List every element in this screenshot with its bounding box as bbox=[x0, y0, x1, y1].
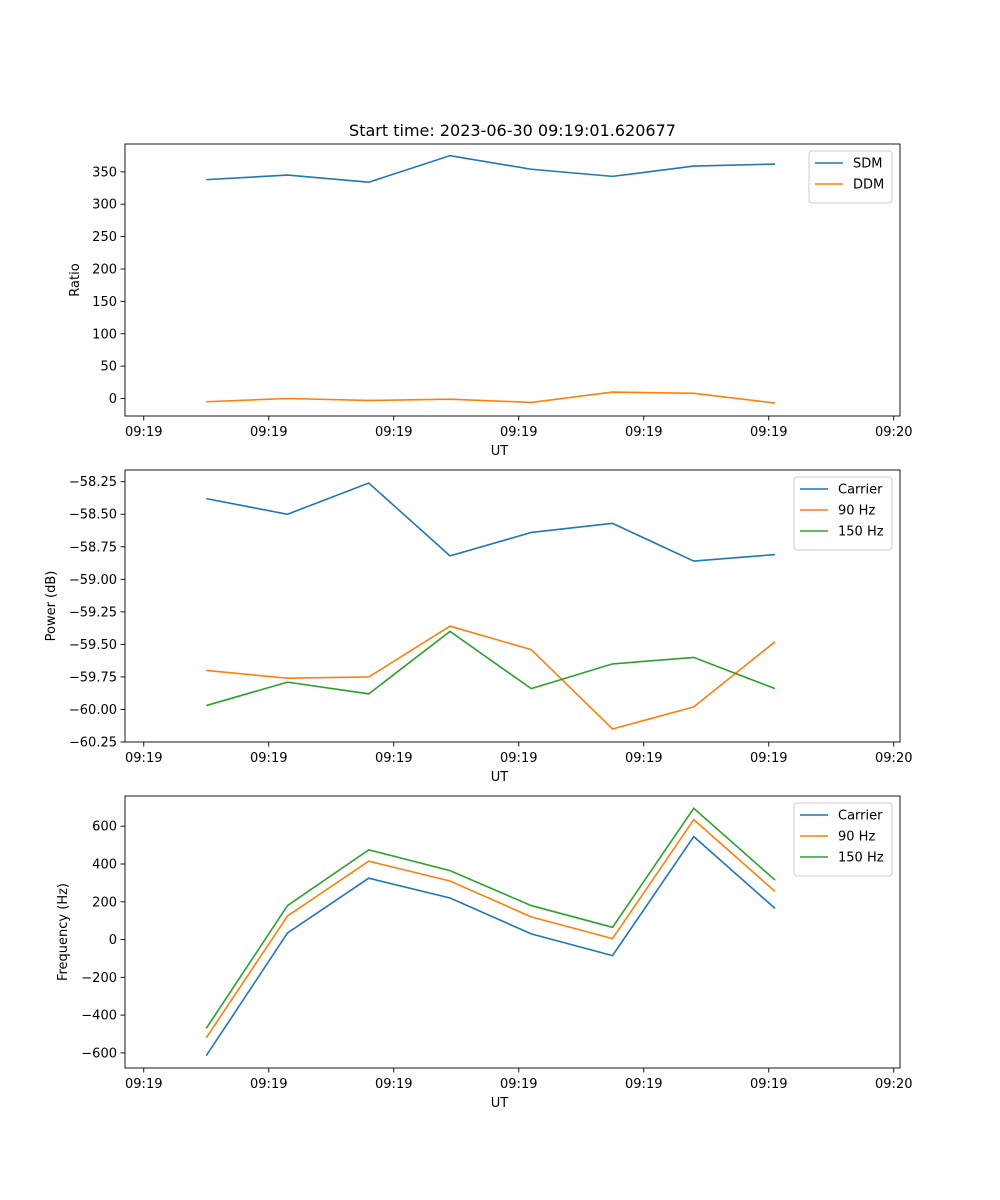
legend-box bbox=[808, 150, 893, 204]
y-axis-label: Power (dB) bbox=[44, 571, 59, 642]
y-tick-label: 100 bbox=[92, 327, 117, 342]
y-tick-label: −60.25 bbox=[69, 736, 117, 751]
x-tick-label: 09:19 bbox=[625, 425, 662, 440]
y-tick-label: −58.50 bbox=[69, 508, 117, 523]
y-tick-label: 200 bbox=[92, 262, 117, 277]
x-tick-label: 09:19 bbox=[375, 1077, 412, 1092]
y-tick-label: 600 bbox=[92, 820, 117, 835]
x-tick-label: 09:19 bbox=[375, 751, 412, 766]
x-tick-label: 09:19 bbox=[500, 1077, 537, 1092]
x-tick-label: 09:19 bbox=[125, 751, 162, 766]
chart-panel-1: Start time: 2023-06-30 09:19:01.620677 09… bbox=[68, 121, 912, 459]
x-tick-label: 09:19 bbox=[750, 1077, 787, 1092]
y-tick-label: 400 bbox=[92, 858, 117, 873]
legend-label: Carrier bbox=[838, 483, 883, 498]
x-tick-label: 09:19 bbox=[625, 1077, 662, 1092]
legend-label: 150 Hz bbox=[838, 851, 884, 866]
x-tick-label: 09:19 bbox=[750, 425, 787, 440]
y-tick-label: 250 bbox=[92, 230, 117, 245]
y-tick-label: −59.25 bbox=[69, 605, 117, 620]
legend-label: SDM bbox=[853, 157, 882, 172]
y-tick-label: −58.75 bbox=[69, 540, 117, 555]
x-tick-label: 09:20 bbox=[875, 425, 912, 440]
axes-frame bbox=[124, 143, 901, 417]
series-line-90-hz bbox=[205, 818, 776, 1039]
series-line-150-hz bbox=[205, 807, 776, 1029]
y-tick-label: −59.50 bbox=[69, 638, 117, 653]
x-axis-label: UT bbox=[491, 770, 509, 785]
x-tick-label: 09:19 bbox=[250, 1077, 287, 1092]
y-tick-label: −200 bbox=[81, 971, 117, 986]
legend-label: 150 Hz bbox=[838, 525, 884, 540]
y-tick-label: −60.00 bbox=[69, 703, 117, 718]
y-tick-label: 0 bbox=[109, 933, 117, 948]
chart-panel-3: 09:19 09:19 09:19 09:19 09:19 09:19 09:20 −600 −… bbox=[56, 795, 912, 1111]
y-tick-label: 200 bbox=[92, 895, 117, 910]
series-line-ddm bbox=[206, 391, 776, 404]
series-line-carrier bbox=[206, 482, 776, 562]
x-tick-label: 09:19 bbox=[500, 425, 537, 440]
x-axis-label: UT bbox=[491, 444, 509, 459]
y-tick-label: −400 bbox=[81, 1009, 117, 1024]
axes-frame bbox=[124, 795, 901, 1069]
y-axis-label: Ratio bbox=[68, 263, 83, 296]
legend: Carrier 90 Hz 150 Hz bbox=[793, 802, 893, 877]
legend-label: DDM bbox=[853, 178, 884, 193]
x-tick-label: 09:20 bbox=[875, 751, 912, 766]
y-tick-label: −59.00 bbox=[69, 573, 117, 588]
series-line-150-hz bbox=[206, 630, 776, 707]
x-tick-label: 09:19 bbox=[500, 751, 537, 766]
x-tick-label: 09:20 bbox=[875, 1077, 912, 1092]
axes-frame bbox=[124, 469, 901, 743]
y-tick-label: 300 bbox=[92, 198, 117, 213]
legend: SDM DDM bbox=[808, 150, 893, 204]
y-tick-label: 150 bbox=[92, 295, 117, 310]
x-tick-label: 09:19 bbox=[375, 425, 412, 440]
y-tick-label: 50 bbox=[100, 360, 117, 375]
x-tick-label: 09:19 bbox=[125, 425, 162, 440]
y-tick-label: −58.25 bbox=[69, 475, 117, 490]
y-tick-label: 0 bbox=[109, 392, 117, 407]
y-axis-label: Frequency (Hz) bbox=[56, 883, 71, 981]
legend-label: Carrier bbox=[838, 809, 883, 824]
x-axis-label: UT bbox=[491, 1096, 509, 1111]
y-tick-label: −59.75 bbox=[69, 670, 117, 685]
x-tick-label: 09:19 bbox=[750, 751, 787, 766]
series-line-carrier bbox=[205, 835, 776, 1057]
series-line-sdm bbox=[206, 154, 776, 184]
y-tick-label: −600 bbox=[81, 1046, 117, 1061]
chart-panel-2: 09:19 09:19 09:19 09:19 09:19 09:19 09:20 −60.2… bbox=[44, 469, 912, 785]
legend-label: 90 Hz bbox=[838, 504, 875, 519]
x-tick-label: 09:19 bbox=[250, 425, 287, 440]
legend-label: 90 Hz bbox=[838, 830, 875, 845]
legend: Carrier 90 Hz 150 Hz bbox=[793, 476, 893, 551]
x-tick-label: 09:19 bbox=[625, 751, 662, 766]
x-tick-label: 09:19 bbox=[250, 751, 287, 766]
y-tick-label: 350 bbox=[92, 165, 117, 180]
x-tick-label: 09:19 bbox=[125, 1077, 162, 1092]
series-line-90-hz bbox=[206, 625, 776, 730]
chart-title: Start time: 2023-06-30 09:19:01.620677 bbox=[349, 121, 676, 140]
